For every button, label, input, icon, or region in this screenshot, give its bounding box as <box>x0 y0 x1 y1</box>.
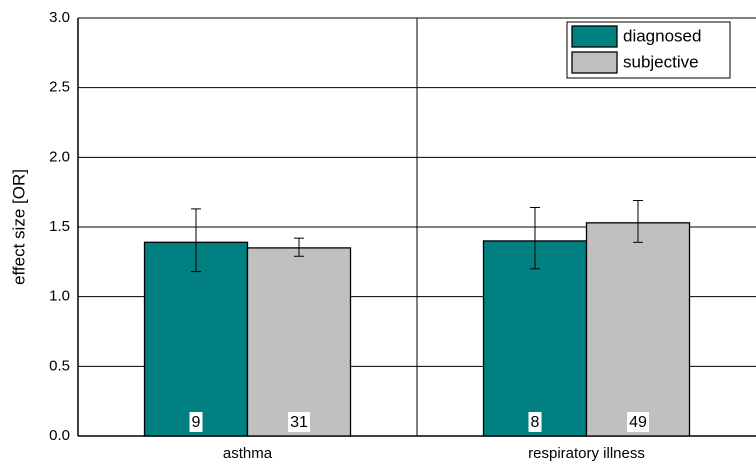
bar <box>482 240 588 437</box>
legend-label: diagnosed <box>623 26 701 45</box>
x-tick-label: respiratory illness <box>528 445 645 462</box>
count-label-bg <box>528 412 542 432</box>
count-label: 8 <box>531 414 540 431</box>
y-tick-label: 1.5 <box>49 218 70 235</box>
legend-swatch <box>571 25 618 48</box>
y-tick-label: 3.0 <box>49 9 70 26</box>
count-label: 31 <box>290 414 308 431</box>
y-tick-label: 0.0 <box>49 427 70 444</box>
y-tick-label: 0.5 <box>49 357 70 374</box>
y-tick-label: 1.0 <box>49 288 70 305</box>
legend-swatch <box>571 51 618 74</box>
legend-label: subjective <box>623 52 699 71</box>
x-tick-label: asthma <box>223 445 273 462</box>
bar <box>246 247 352 437</box>
bar <box>585 222 691 437</box>
y-tick-label: 2.5 <box>49 79 70 96</box>
count-label-bg <box>627 412 649 432</box>
count-label: 49 <box>629 414 647 431</box>
y-tick-label: 2.0 <box>49 148 70 165</box>
y-axis-label: effect size [OR] <box>9 169 28 285</box>
count-label-bg <box>189 412 203 432</box>
count-label: 9 <box>192 414 201 431</box>
count-label-bg <box>288 412 310 432</box>
